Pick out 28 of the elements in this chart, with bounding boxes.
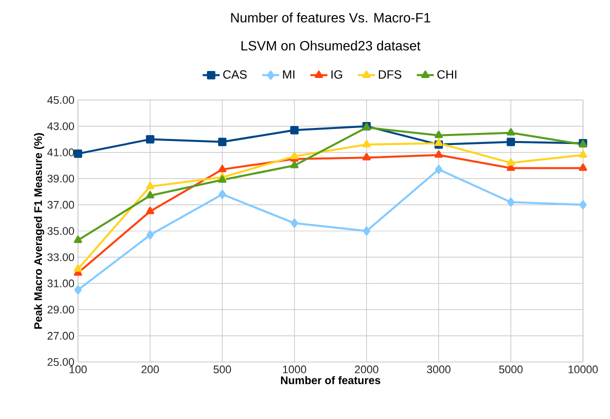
chart-subtitle: LSVM on Ohsumed23 dataset — [242, 40, 420, 50]
y-tick-label: 27.00 — [48, 332, 74, 340]
x-tick-label: 2000 — [354, 366, 378, 374]
y-tick-label: 25.00 — [48, 358, 74, 366]
chart-title: Number of features Vs. Macro-F1 — [231, 12, 430, 22]
x-tick-label: 10000 — [568, 366, 598, 374]
y-tick-label: 45.00 — [47, 96, 74, 104]
legend-label: DFS — [378, 70, 402, 79]
x-tick-label: 3000 — [426, 366, 450, 374]
legend-label: CHI — [437, 70, 456, 79]
y-tick-label: 43.00 — [47, 122, 74, 130]
legend-label: IG — [331, 70, 342, 79]
legend-label: MI — [283, 70, 294, 79]
y-tick-label: 41.00 — [47, 148, 74, 156]
x-tick-label: 5000 — [499, 366, 523, 374]
y-tick-label: 31.00 — [47, 280, 74, 288]
y-axis-title: Peak Macro Averaged F1 Measure (%) — [34, 133, 44, 329]
y-tick-label: 29.00 — [48, 306, 74, 314]
x-tick-label: 500 — [214, 366, 231, 374]
y-tick-label: 39.00 — [47, 174, 74, 182]
y-tick-label: 37.00 — [47, 200, 74, 209]
y-tick-label: 33.00 — [47, 253, 74, 262]
legend-label: CAS — [223, 70, 247, 79]
x-tick-label: 200 — [142, 366, 159, 374]
x-tick-label: 100 — [70, 366, 87, 374]
x-tick-label: 1000 — [283, 366, 306, 374]
y-tick-label: 35.00 — [47, 227, 74, 235]
x-axis-title: Number of features — [280, 376, 380, 384]
